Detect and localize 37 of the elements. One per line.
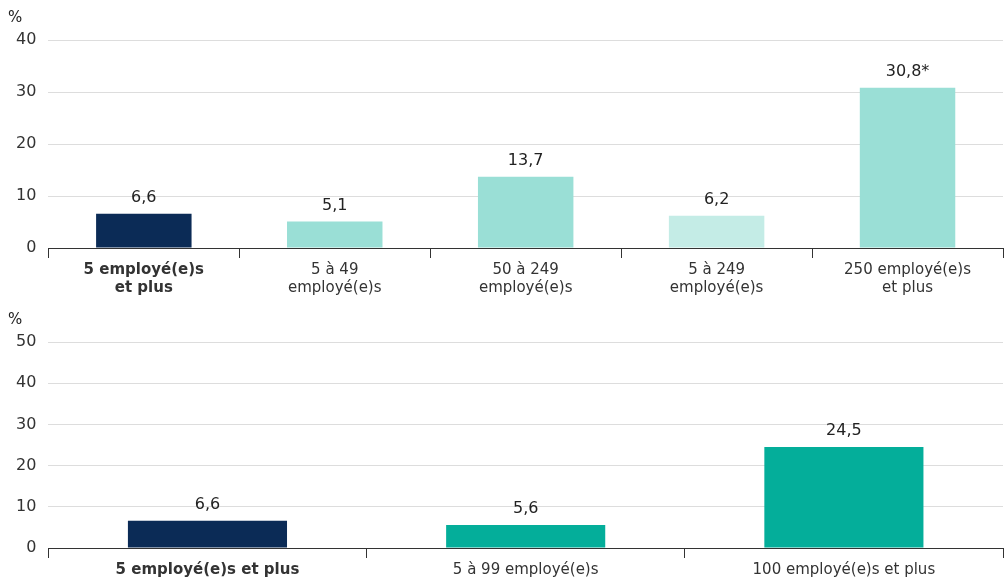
y-tick-label: 30 bbox=[16, 413, 37, 433]
y-axis-title: % bbox=[8, 8, 23, 27]
y-axis-title: % bbox=[8, 310, 23, 329]
y-tick-label: 50 bbox=[16, 331, 37, 351]
data-label: 13,7 bbox=[507, 149, 544, 169]
x-tick-label: 5 employé(e)s et plus bbox=[83, 259, 205, 296]
bar bbox=[287, 221, 383, 248]
y-tick-label: 30 bbox=[16, 81, 37, 101]
data-label: 24,5 bbox=[826, 420, 862, 440]
bar bbox=[668, 215, 765, 248]
data-label: 6,2 bbox=[703, 188, 730, 208]
x-tick-label: 5 à 249 employé(e)s bbox=[669, 259, 764, 296]
data-label: 6,6 bbox=[131, 186, 157, 206]
x-tick-label: 50 à 249 employé(e)s bbox=[478, 259, 573, 296]
y-tick-label: 0 bbox=[26, 237, 37, 257]
x-tick-label: 100 employé(e)s et plus bbox=[752, 559, 936, 578]
data-label: 5,1 bbox=[322, 194, 348, 214]
x-tick-label: 250 employé(e)s et plus bbox=[844, 259, 972, 296]
y-tick-label: 40 bbox=[16, 372, 37, 392]
data-label: 6,6 bbox=[194, 493, 221, 513]
bar bbox=[96, 213, 192, 248]
y-tick-label: 10 bbox=[16, 495, 37, 515]
x-tick-label: 5 employé(e)s et plus bbox=[115, 559, 300, 578]
y-tick-label: 40 bbox=[16, 29, 37, 49]
x-tick-label: 5 à 49 employé(e)s bbox=[287, 259, 382, 296]
data-label: 30,8* bbox=[885, 61, 930, 80]
bar bbox=[764, 447, 924, 548]
y-tick-label: 20 bbox=[16, 454, 37, 474]
y-tick-label: 20 bbox=[16, 133, 37, 153]
x-tick-label: 5 à 99 employé(e)s bbox=[452, 559, 599, 578]
bar bbox=[446, 524, 606, 548]
y-tick-label: 10 bbox=[16, 185, 37, 205]
bar bbox=[127, 520, 288, 548]
data-label: 5,6 bbox=[512, 498, 539, 518]
y-tick-label: 0 bbox=[26, 537, 37, 557]
bar bbox=[859, 87, 956, 248]
bar bbox=[477, 176, 574, 248]
